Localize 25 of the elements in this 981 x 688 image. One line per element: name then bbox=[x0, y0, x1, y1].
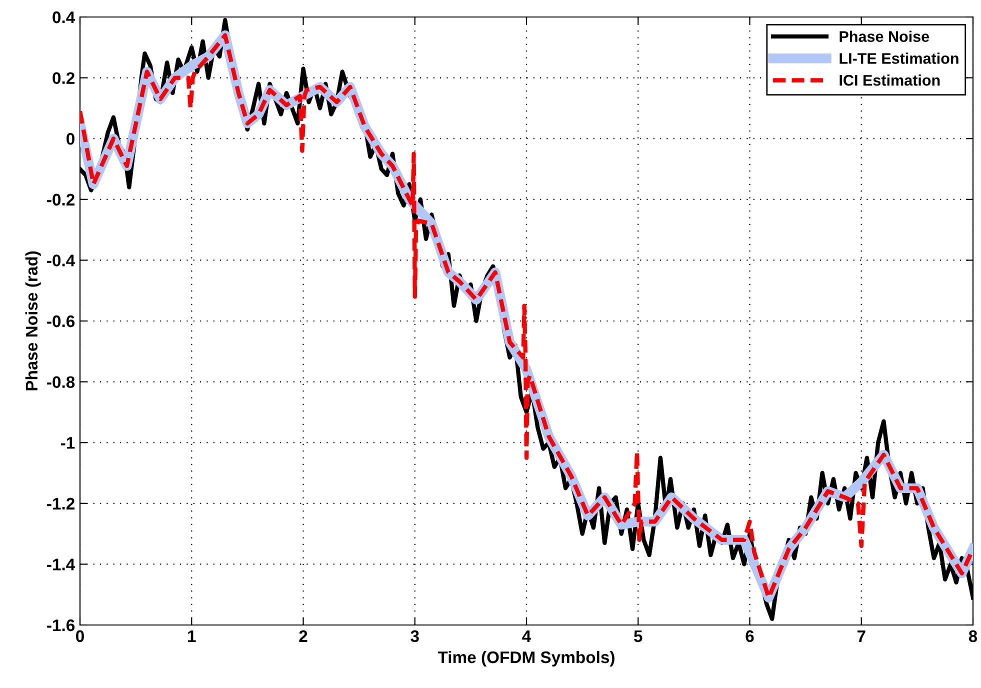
x-axis-title: Time (OFDM Symbols) bbox=[438, 650, 614, 666]
y-tick-label: -0.4 bbox=[47, 254, 76, 266]
y-tick-label: -1.2 bbox=[47, 498, 74, 510]
x-tick-label: 5 bbox=[634, 630, 642, 642]
y-tick-label: 0.2 bbox=[52, 72, 74, 84]
x-tick-label: 0 bbox=[76, 630, 84, 642]
legend-label: ICI Estimation bbox=[840, 74, 940, 86]
x-tick-label: 3 bbox=[410, 630, 419, 642]
y-tick-label: 0.4 bbox=[52, 11, 76, 24]
y-tick-label: 0 bbox=[66, 133, 74, 145]
x-tick-label: 2 bbox=[299, 630, 308, 642]
x-tick-label: 6 bbox=[746, 630, 754, 642]
y-tick-label: -0.8 bbox=[47, 376, 75, 388]
y-tick-label: -0.2 bbox=[47, 194, 74, 206]
y-tick-label: -0.6 bbox=[47, 315, 75, 328]
y-axis-title: Phase Noise (rad) bbox=[25, 251, 41, 390]
y-tick-label: -1.6 bbox=[47, 619, 75, 632]
y-tick-label: -1 bbox=[60, 437, 75, 449]
legend-label: LI-TE Estimation bbox=[840, 52, 958, 64]
x-tick-label: 1 bbox=[188, 630, 196, 642]
x-tick-label: 4 bbox=[522, 630, 532, 642]
x-tick-label: 8 bbox=[968, 630, 978, 642]
x-tick-label: 7 bbox=[857, 630, 866, 642]
y-tick-label: -1.4 bbox=[47, 558, 76, 570]
legend-label: Phase Noise bbox=[840, 30, 930, 42]
